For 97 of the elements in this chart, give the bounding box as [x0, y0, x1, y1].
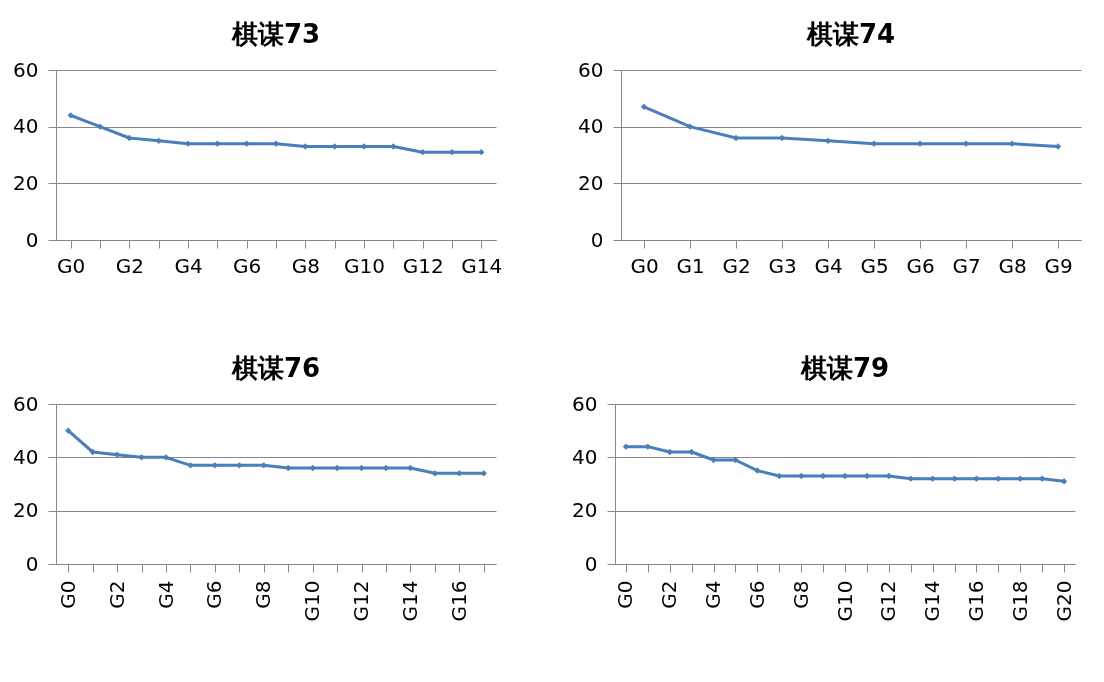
y-tick-label: 20: [13, 170, 39, 195]
y-tick-label: 40: [13, 444, 39, 469]
point: [126, 134, 133, 142]
x-tick-label: G4: [174, 253, 203, 278]
chart-title: 棋谋74: [805, 19, 896, 49]
x-tick-label: G8: [788, 580, 813, 609]
point: [754, 467, 761, 474]
point: [478, 149, 485, 156]
x-tick-label: G7: [952, 253, 981, 278]
y-tick-label: 40: [578, 114, 604, 139]
y-tick-label: 0: [590, 227, 604, 252]
point: [666, 448, 673, 456]
point: [1054, 143, 1062, 150]
x-tick-label: G0: [57, 253, 86, 278]
point: [732, 456, 739, 464]
y-tick-label: 60: [572, 391, 598, 416]
x-tick-label: G8: [291, 253, 320, 278]
x-tick-label: G20: [1051, 580, 1076, 622]
chart-title: 棋谋76: [230, 353, 321, 383]
point: [798, 472, 805, 480]
point: [285, 464, 292, 472]
x-tick-label: G6: [233, 253, 262, 278]
x-tick-label: G10: [300, 580, 325, 622]
point: [710, 456, 717, 464]
point: [885, 472, 892, 480]
x-tick-label: G12: [402, 253, 444, 278]
x-tick-label: G0: [55, 580, 80, 609]
point: [65, 427, 72, 434]
x-tick-label: G1: [676, 253, 705, 278]
x-tick-label: G4: [814, 253, 843, 278]
point: [407, 464, 414, 472]
x-tick-label: G14: [461, 253, 503, 278]
x-tick-label: G3: [768, 253, 797, 278]
y-tick-label: 20: [13, 498, 39, 523]
x-tick-label: G12: [349, 580, 374, 622]
x-tick-label: G2: [722, 253, 751, 278]
y-tick-label: 20: [578, 170, 604, 195]
y-tick-label: 60: [578, 57, 604, 82]
x-tick-label: G4: [701, 580, 726, 609]
y-tick-label: 40: [13, 114, 39, 139]
x-tick-label: G16: [963, 580, 988, 622]
point: [187, 462, 194, 469]
point: [138, 454, 145, 461]
x-tick-label: G10: [344, 253, 385, 278]
x-tick-label: G5: [860, 253, 889, 278]
point: [309, 464, 316, 472]
y-tick-label: 20: [572, 498, 598, 523]
point: [243, 140, 250, 147]
point: [214, 140, 221, 147]
x-tick-label: G8: [251, 580, 276, 609]
point: [480, 470, 487, 477]
point: [236, 462, 243, 469]
x-tick-label: G14: [920, 580, 945, 622]
x-tick-label: G0: [630, 253, 659, 278]
point: [1060, 478, 1068, 485]
x-tick-label: G4: [153, 580, 178, 609]
point: [96, 123, 104, 130]
point: [644, 443, 652, 450]
point: [688, 448, 695, 456]
x-tick-label: G6: [744, 580, 769, 609]
x-tick-label: G2: [104, 580, 129, 609]
point: [929, 475, 936, 482]
point: [67, 112, 74, 119]
x-tick-label: G18: [1007, 580, 1032, 622]
point: [456, 470, 463, 477]
point: [995, 475, 1002, 482]
x-tick-label: G6: [202, 580, 227, 609]
x-tick-label: G14: [397, 580, 422, 622]
x-tick-label: G2: [657, 580, 682, 609]
y-tick-label: 0: [25, 551, 39, 576]
y-tick-label: 0: [25, 227, 39, 252]
x-tick-label: G12: [876, 580, 901, 622]
y-tick-label: 0: [584, 551, 598, 576]
x-tick-label: G16: [446, 580, 471, 622]
point: [390, 143, 397, 150]
point: [358, 464, 365, 472]
point: [951, 475, 958, 482]
chart-title: 棋谋73: [230, 19, 321, 49]
y-tick-label: 60: [13, 391, 39, 416]
x-tick-label: G2: [115, 253, 144, 278]
y-tick-label: 60: [13, 57, 39, 82]
x-tick-label: G6: [906, 253, 935, 278]
point: [1017, 475, 1024, 482]
y-tick-label: 40: [572, 444, 598, 469]
x-tick-label: G9: [1044, 253, 1073, 278]
point: [640, 103, 648, 110]
x-tick-label: G10: [832, 580, 857, 622]
point: [419, 149, 426, 156]
point: [973, 475, 980, 482]
chart-title: 棋谋79: [799, 353, 890, 383]
point: [686, 123, 694, 130]
x-tick-label: G0: [613, 580, 638, 609]
point: [776, 472, 783, 480]
x-tick-label: G8: [998, 253, 1027, 278]
point: [155, 137, 162, 144]
point: [260, 462, 267, 469]
point: [89, 448, 96, 456]
